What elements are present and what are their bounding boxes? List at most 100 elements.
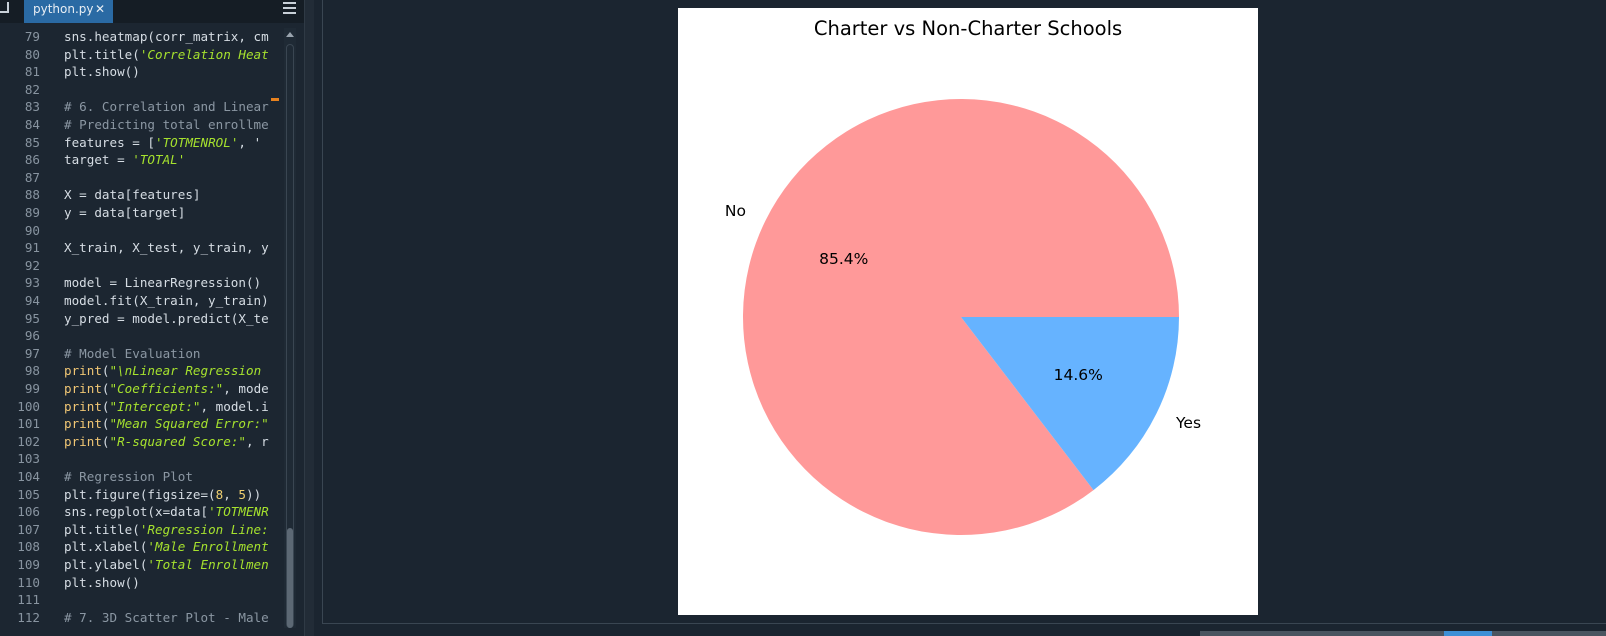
line-number: 109 [17,557,40,572]
line-number: 98 [24,363,40,379]
panel-toggle-icon[interactable] [0,2,9,13]
code-line[interactable]: 104 # Regression Plot [0,468,276,486]
code-token: "Coefficients:" [109,381,224,396]
code-line[interactable]: 79 sns.heatmap(corr_matrix, cm [0,28,276,46]
line-number: 86 [24,152,40,168]
code-token: print [64,381,102,396]
code-token: 'TOTMENR [208,504,269,520]
code-line[interactable]: 81 plt.show() [0,63,276,81]
line-code: # Predicting total enrollme [64,116,276,134]
code-line[interactable]: 80 plt.title('Correlation Heat [0,46,276,64]
code-line[interactable]: 99 print("Coefficients:", mode [0,380,276,398]
line-number: 102 [17,433,40,449]
code-line[interactable]: 93 model = LinearRegression() [0,274,276,292]
pie-chart: Charter vs Non-Charter Schools 85.4% No 14… [725,17,1201,535]
line-number: 100 [17,398,40,414]
code-line[interactable]: 95 y_pred = model.predict(X_te [0,310,276,328]
pct-label-no: 85.4% [819,250,868,268]
plot-thumbnail-selected[interactable] [1444,631,1492,636]
code-line[interactable]: 85 features = ['TOTMENROL', ' [0,134,276,152]
line-code: y = data[target] [64,204,276,222]
line-number: 105 [17,486,40,502]
code-line[interactable]: 91 X_train, X_test, y_train, y [0,239,276,257]
line-code: X_train, X_test, y_train, y [64,239,276,257]
code-line[interactable]: 111 [0,591,276,609]
code-token: # 6. Correlation and Linear [64,99,269,115]
line-number: 96 [24,328,40,344]
editor-scrollbar[interactable] [284,28,296,628]
code-line[interactable]: 103 [0,450,276,468]
code-line[interactable]: 106 sns.regplot(x=data['TOTMENR [0,503,276,521]
line-number: 84 [24,117,40,132]
line-number: 99 [24,381,40,396]
code-token: , r [246,433,269,449]
code-line[interactable]: 90 [0,222,276,240]
code-token: sns.regplot(x=data[ [64,504,209,520]
tab-python-py[interactable]: python.py ✕ [24,0,113,23]
line-number: 88 [24,187,40,203]
code-token: 'Regression Line: [139,521,269,537]
scroll-thumb[interactable] [287,528,293,628]
line-code: target = 'TOTAL' [64,151,276,169]
code-line[interactable]: 112 # 7. 3D Scatter Plot - Male [0,609,276,627]
code-line[interactable]: 97 # Model Evaluation [0,345,276,363]
line-code: plt.title('Regression Line: [64,521,276,539]
code-line[interactable]: 87 [0,169,276,187]
code-line[interactable]: 109 plt.ylabel('Total Enrollmen [0,556,276,574]
code-token: print [64,363,102,379]
close-icon[interactable]: ✕ [94,2,105,16]
code-line[interactable]: 110 plt.show() [0,574,276,592]
code-token: , ' [238,134,262,150]
line-number: 90 [24,222,40,238]
code-token: plt.ylabel( [64,557,148,572]
scroll-up-arrow-icon[interactable] [286,32,294,37]
line-number: 106 [17,504,40,520]
line-code: print("Intercept:", model.i [64,398,276,416]
code-token: 'Male Enrollment [147,539,269,555]
line-number: 104 [17,469,40,484]
code-token: "R-squared Score:" [109,433,246,449]
code-line[interactable]: 92 [0,257,276,275]
editor-tab-bar: python.py ✕ [0,0,304,23]
line-code: plt.show() [64,63,276,81]
line-code: print("\nLinear Regression [64,362,276,380]
code-line[interactable]: 82 [0,81,276,99]
code-line[interactable]: 105 plt.figure(figsize=(8, 5)) [0,486,276,504]
hamburger-menu-icon[interactable] [283,2,296,14]
code-area[interactable]: 79 sns.heatmap(corr_matrix, cm 80 plt.title… [0,28,276,636]
line-number: 91 [24,240,40,256]
code-token: plt.title( [64,521,140,537]
code-token: 'Total Enrollmen [147,557,269,572]
pie-slice-yes [961,317,1179,491]
code-token: 5 [238,486,247,502]
code-line[interactable]: 107 plt.title('Regression Line: [0,521,276,539]
line-number: 94 [24,293,40,308]
code-line[interactable]: 102 print("R-squared Score:", r [0,433,276,451]
code-line[interactable]: 86 target = 'TOTAL' [0,151,276,169]
line-number: 87 [24,169,40,185]
code-line[interactable]: 96 [0,327,276,345]
code-line[interactable]: 84 # Predicting total enrollme [0,116,276,134]
code-line[interactable]: 100 print("Intercept:", model.i [0,398,276,416]
code-token: target = [64,152,133,168]
pane-splitter[interactable] [304,0,315,636]
code-line[interactable]: 88 X = data[features] [0,186,276,204]
code-line[interactable]: 89 y = data[target] [0,204,276,222]
code-token: # Regression Plot [64,469,193,484]
code-token: , mode [223,381,269,396]
category-label-no: No [725,202,746,220]
line-code: sns.regplot(x=data['TOTMENR [64,503,276,521]
code-line[interactable]: 98 print("\nLinear Regression [0,362,276,380]
line-number: 95 [24,310,40,326]
plot-thumbnail-strip[interactable] [1200,631,1606,636]
code-token: y = data[target] [64,205,186,220]
line-number: 80 [24,46,40,62]
code-line[interactable]: 83 # 6. Correlation and Linear [0,98,276,116]
pct-label-yes: 14.6% [1054,366,1103,384]
code-line[interactable]: 108 plt.xlabel('Male Enrollment [0,538,276,556]
code-line[interactable]: 94 model.fit(X_train, y_train) [0,292,276,310]
code-line[interactable]: 101 print("Mean Squared Error:" [0,415,276,433]
code-token: plt.show() [64,64,140,80]
line-number: 103 [17,451,40,467]
code-token: 'Correlation Heat [139,46,269,62]
